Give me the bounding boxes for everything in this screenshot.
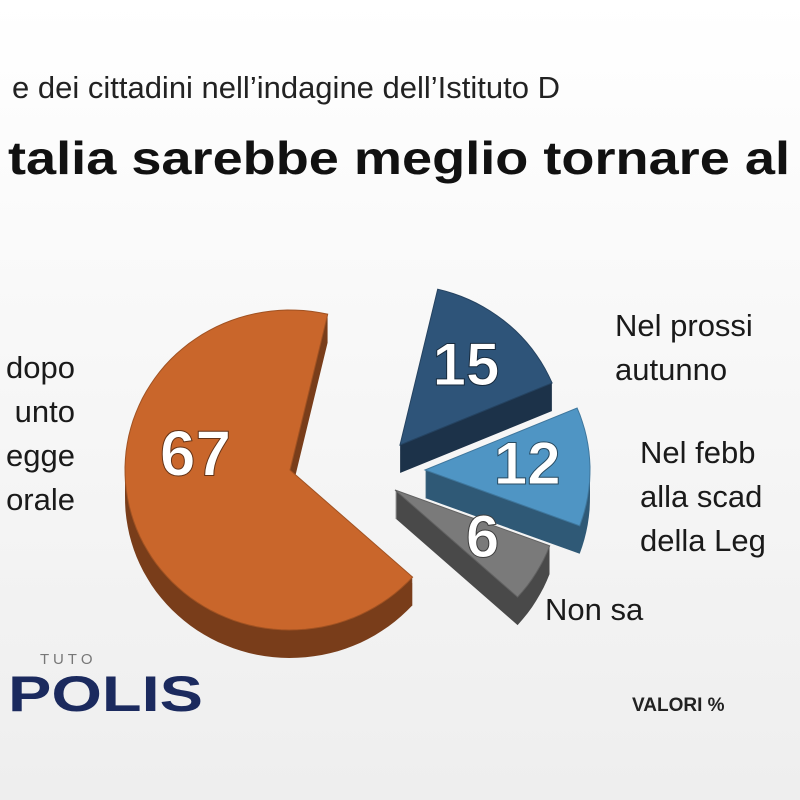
note: VALORI % [632, 695, 725, 716]
logo-top: T U T O [40, 651, 93, 668]
value-label: 6 [466, 503, 499, 570]
slice [394, 489, 551, 598]
category-label: dopo unto egge orale [6, 350, 75, 517]
chart-title: talia sarebbe meglio tornare al [8, 132, 790, 184]
slice [423, 407, 591, 527]
category-label: Nel prossi autunno [615, 308, 753, 387]
subtitle: e dei cittadini nell’indagine dell’Istit… [12, 70, 560, 105]
category-label: Non sa [545, 592, 644, 627]
logo: POLIS [8, 666, 203, 722]
value-label: 12 [494, 430, 561, 497]
pie: 67 15 126 [124, 288, 591, 658]
category-label: Nel febb alla scad della Leg [640, 435, 766, 558]
value-label: 15 [433, 331, 500, 398]
slice [399, 288, 553, 446]
value-label: 67 [160, 418, 231, 490]
slice [124, 309, 414, 631]
